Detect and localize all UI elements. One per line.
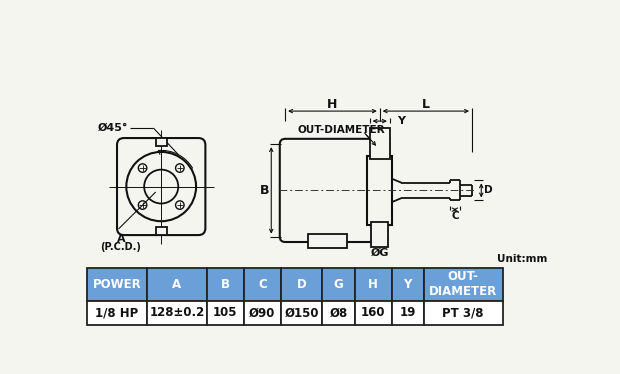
Text: 105: 105 bbox=[213, 306, 237, 319]
Bar bbox=[156, 138, 167, 146]
Bar bbox=[244, 301, 281, 325]
Bar bbox=[370, 128, 390, 159]
Bar bbox=[322, 301, 355, 325]
Text: Ø90: Ø90 bbox=[249, 306, 275, 319]
Text: C: C bbox=[258, 278, 267, 291]
Text: POWER: POWER bbox=[92, 278, 141, 291]
Text: (P.C.D.): (P.C.D.) bbox=[100, 242, 141, 252]
Bar bbox=[371, 222, 388, 246]
Text: Y: Y bbox=[397, 116, 405, 126]
Bar bbox=[367, 156, 392, 225]
Text: A: A bbox=[117, 234, 125, 244]
Text: OUT-
DIAMETER: OUT- DIAMETER bbox=[429, 270, 497, 298]
Text: L: L bbox=[422, 98, 430, 111]
Text: 19: 19 bbox=[400, 306, 416, 319]
Text: A: A bbox=[172, 278, 182, 291]
Text: 160: 160 bbox=[361, 306, 386, 319]
Bar bbox=[244, 268, 281, 301]
Bar bbox=[392, 268, 424, 301]
Text: Ø8: Ø8 bbox=[329, 306, 348, 319]
Bar bbox=[322, 268, 355, 301]
Text: Y: Y bbox=[404, 278, 412, 291]
Bar bbox=[207, 301, 244, 325]
Text: B: B bbox=[221, 278, 230, 291]
Bar bbox=[355, 301, 392, 325]
Text: H: H bbox=[327, 98, 338, 111]
Text: D: D bbox=[297, 278, 306, 291]
Text: C: C bbox=[451, 211, 459, 221]
Bar bbox=[424, 301, 503, 325]
Text: ØG: ØG bbox=[371, 248, 389, 258]
Text: 128±0.2: 128±0.2 bbox=[149, 306, 205, 319]
Text: Ø45°: Ø45° bbox=[98, 123, 128, 133]
Text: G: G bbox=[334, 278, 343, 291]
Bar bbox=[424, 268, 503, 301]
Text: PT 3/8: PT 3/8 bbox=[443, 306, 484, 319]
Text: Unit:mm: Unit:mm bbox=[497, 254, 547, 264]
Text: B: B bbox=[260, 184, 269, 197]
Text: 1/8 HP: 1/8 HP bbox=[95, 306, 138, 319]
Bar bbox=[87, 301, 147, 325]
Bar bbox=[87, 268, 147, 301]
Bar bbox=[207, 268, 244, 301]
Text: H: H bbox=[368, 278, 378, 291]
Bar bbox=[392, 301, 424, 325]
Bar bbox=[147, 268, 207, 301]
Bar bbox=[309, 234, 347, 248]
Text: OUT-DIAMETER: OUT-DIAMETER bbox=[297, 125, 385, 135]
Bar bbox=[156, 227, 167, 235]
Text: Ø150: Ø150 bbox=[285, 306, 319, 319]
Bar bbox=[355, 268, 392, 301]
Bar bbox=[281, 301, 322, 325]
FancyBboxPatch shape bbox=[117, 138, 205, 235]
FancyBboxPatch shape bbox=[280, 139, 376, 242]
Bar bbox=[147, 301, 207, 325]
Bar bbox=[281, 268, 322, 301]
Text: D: D bbox=[484, 186, 492, 195]
